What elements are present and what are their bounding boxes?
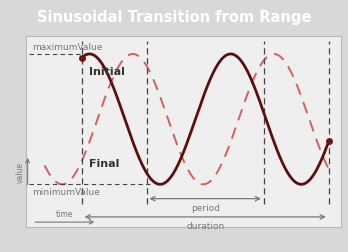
Text: Final: Final <box>89 159 120 168</box>
Text: maximumValue: maximumValue <box>32 43 103 52</box>
Text: value: value <box>15 161 24 182</box>
Text: duration: duration <box>186 221 224 230</box>
Text: period: period <box>191 203 220 212</box>
Text: Initial: Initial <box>89 67 125 76</box>
Text: Sinusoidal Transition from Range: Sinusoidal Transition from Range <box>37 10 311 24</box>
Text: time: time <box>56 209 73 218</box>
Text: minimumValue: minimumValue <box>32 187 100 196</box>
